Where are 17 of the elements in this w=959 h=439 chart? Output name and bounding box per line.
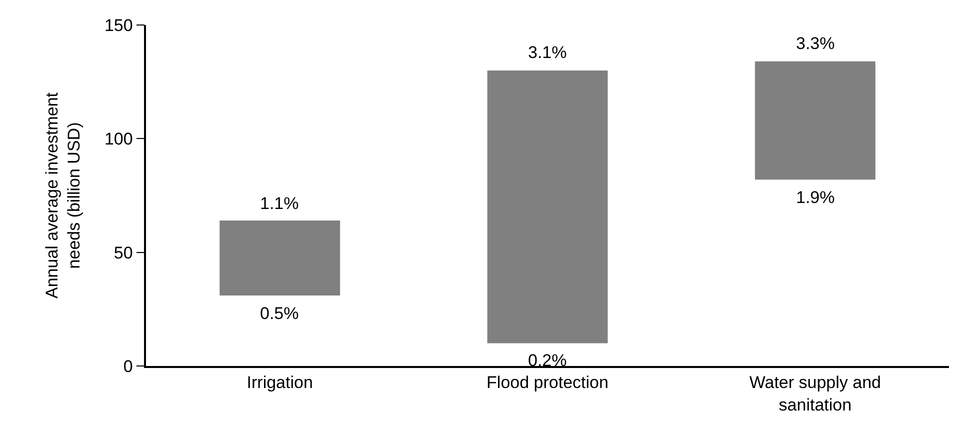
x-tick-label: Water supply and sanitation (749, 373, 882, 414)
bar (754, 61, 876, 180)
y-tick-label: 150 (104, 16, 133, 35)
annotation: 0.2% (528, 351, 567, 370)
y-tick-label: 100 (104, 130, 133, 149)
annotation: 1.1% (260, 194, 299, 213)
y-tick-label: 50 (114, 243, 133, 262)
annotation: 1.9% (796, 188, 835, 207)
bar (220, 220, 340, 296)
annotation: 0.5% (260, 304, 299, 323)
x-tick-label: Irrigation (246, 373, 313, 392)
bar (487, 70, 608, 344)
annotation: 3.1% (528, 43, 567, 62)
y-axis-title: Annual average investment needs (billion USD) (42, 92, 84, 299)
x-tick-label: Flood protection (486, 373, 608, 392)
annotation: 3.3% (796, 34, 835, 53)
y-tick-label: 0 (123, 356, 133, 376)
